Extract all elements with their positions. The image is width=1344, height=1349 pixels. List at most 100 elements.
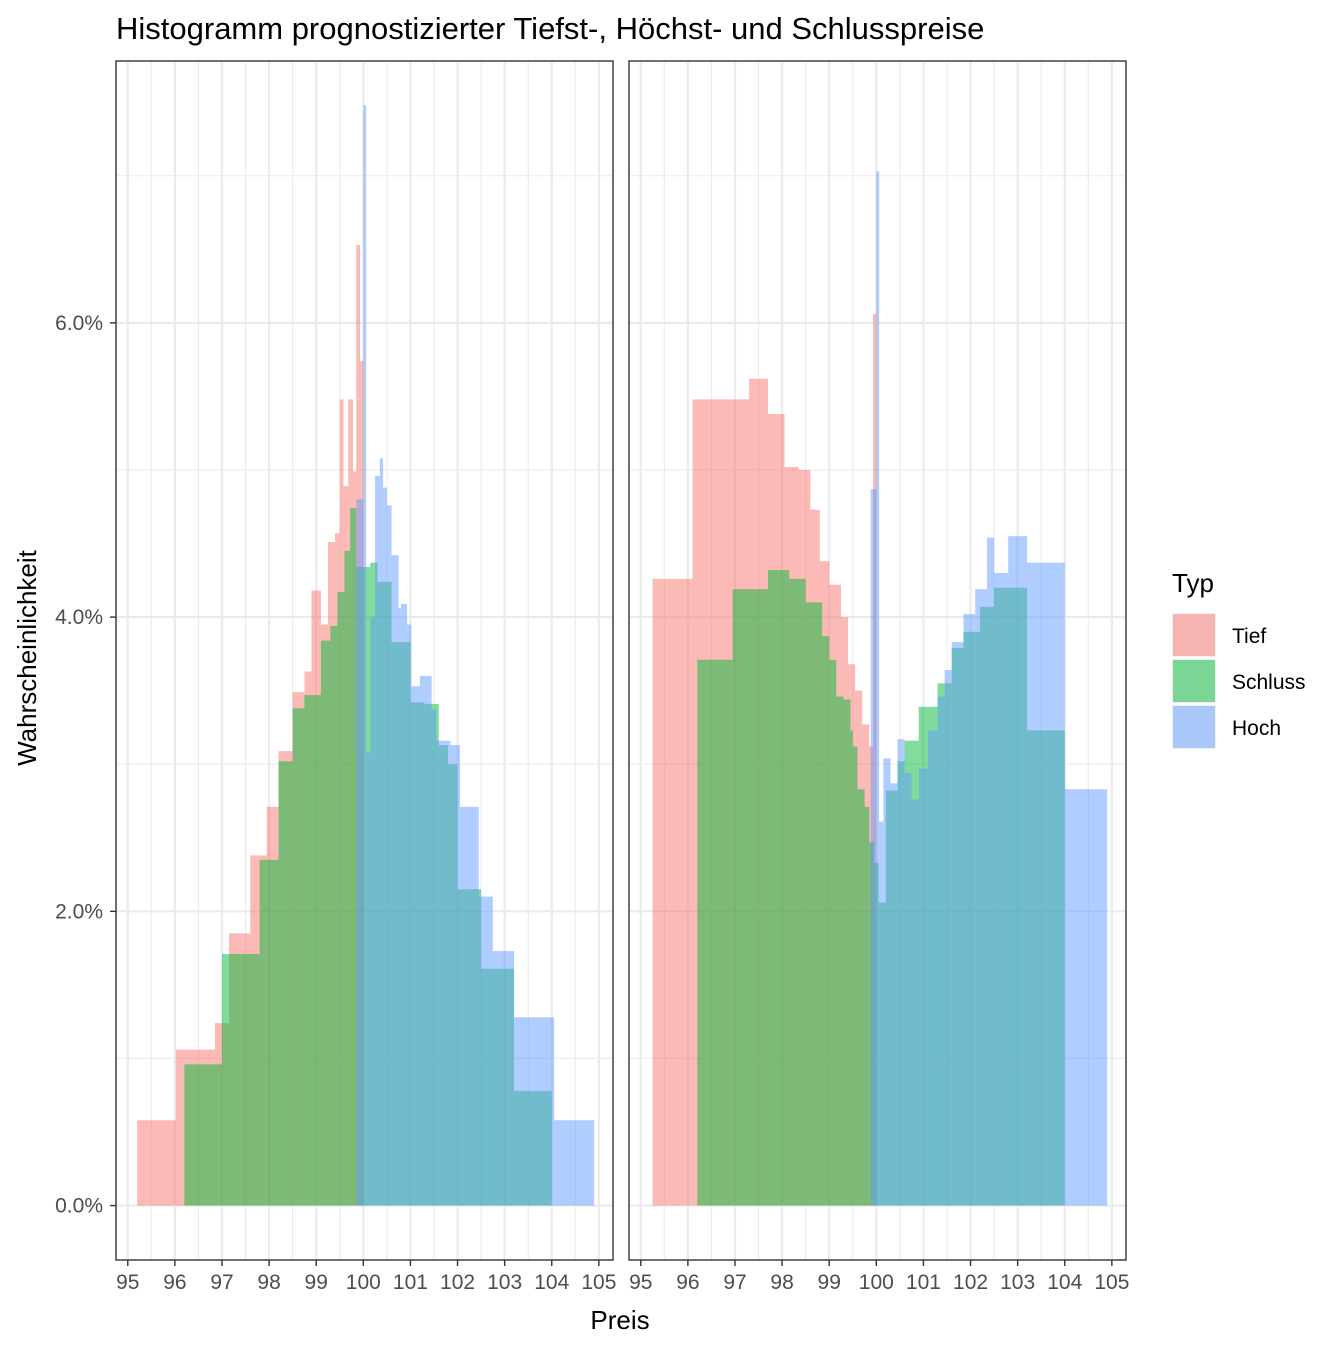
bar-schluss — [822, 636, 830, 1206]
x-tick-label: 95 — [629, 1271, 652, 1294]
x-tick-label: 104 — [1047, 1271, 1082, 1294]
bar-hoch — [370, 617, 376, 1206]
bar-hoch — [879, 821, 884, 1206]
bar-hoch — [398, 608, 402, 1206]
bar-schluss — [221, 953, 241, 1206]
bar-hoch — [419, 675, 432, 1206]
y-tick-label: 2.0% — [55, 900, 103, 923]
bar-tief — [137, 1120, 176, 1206]
bar-schluss — [732, 589, 768, 1206]
bar-hoch — [514, 1017, 555, 1206]
x-tick-label: 96 — [676, 1271, 699, 1294]
bar-schluss — [304, 695, 321, 1206]
bar-hoch — [554, 1120, 595, 1206]
x-tick-label: 100 — [859, 1271, 894, 1294]
bar-hoch — [963, 614, 976, 1206]
bar-hoch — [928, 730, 938, 1206]
x-tick-label: 96 — [163, 1271, 186, 1294]
x-tick-label: 103 — [1000, 1271, 1035, 1294]
bar-hoch — [383, 487, 387, 1206]
bar-schluss — [805, 602, 823, 1206]
bar-schluss — [337, 592, 345, 1206]
legend-swatch — [1173, 660, 1215, 702]
bar-schluss — [320, 640, 331, 1206]
legend-title: Typ — [1172, 568, 1214, 598]
bar-hoch — [391, 555, 399, 1206]
y-tick-label: 6.0% — [55, 312, 103, 335]
panel-border — [628, 60, 1127, 1261]
bar-hoch — [366, 752, 371, 1206]
bar-hoch — [1064, 789, 1108, 1206]
bar-hoch — [918, 768, 929, 1206]
bar-hoch — [492, 951, 515, 1206]
chart-title: Histogramm prognostizierter Tiefst-, Höc… — [116, 11, 984, 46]
bar-hoch — [386, 505, 392, 1206]
legend-label: Schluss — [1232, 671, 1306, 694]
legend-label: Tief — [1232, 625, 1266, 648]
y-tick-label: 4.0% — [55, 606, 103, 629]
bar-schluss — [852, 746, 858, 1206]
bar-schluss — [330, 625, 338, 1206]
x-axis-left: 95 96 97 98 99 100 101 102 103 104 105 — [116, 1260, 616, 1294]
panel-border — [115, 60, 614, 1261]
bar-hoch — [450, 745, 460, 1206]
bar-hoch — [379, 458, 384, 1206]
x-axis-label: Preis — [590, 1305, 649, 1335]
legend-entries: Tief Schluss Hoch — [1172, 613, 1306, 749]
legend: Typ Tief Schluss Hoch — [1172, 568, 1306, 749]
bar-schluss — [184, 1064, 222, 1206]
bar-hoch — [975, 589, 988, 1206]
bar-schluss — [259, 859, 279, 1206]
panel-left — [115, 60, 614, 1261]
bar-schluss — [292, 708, 305, 1206]
bar-hoch — [436, 740, 451, 1206]
bar-schluss — [240, 953, 260, 1206]
bar-schluss — [843, 699, 851, 1206]
bar-hoch — [870, 489, 877, 1206]
x-tick-label: 101 — [393, 1271, 428, 1294]
bar-hoch — [431, 709, 437, 1206]
bar-hoch — [1027, 562, 1065, 1206]
bar-schluss — [350, 508, 357, 1206]
bar-hoch — [363, 105, 367, 1206]
x-tick-label: 105 — [1094, 1271, 1129, 1294]
x-tick-label: 105 — [581, 1271, 616, 1294]
y-axis: 0.0% 2.0% 4.0% 6.0% — [55, 312, 116, 1218]
bar-hoch — [994, 572, 1009, 1206]
legend-swatch — [1173, 614, 1215, 656]
bar-hoch — [897, 739, 905, 1206]
bar-hoch — [937, 696, 945, 1206]
bar-schluss — [836, 696, 844, 1206]
bar-schluss — [344, 550, 351, 1206]
bar-hoch — [951, 642, 964, 1206]
legend-entry-tief: Tief — [1172, 613, 1266, 657]
bar-hoch — [904, 773, 912, 1206]
bar-schluss — [767, 570, 790, 1206]
x-tick-label: 99 — [818, 1271, 841, 1294]
x-tick-label: 98 — [770, 1271, 793, 1294]
bar-schluss — [789, 578, 806, 1206]
x-tick-label: 102 — [953, 1271, 988, 1294]
x-tick-label: 98 — [257, 1271, 280, 1294]
bar-schluss — [850, 730, 853, 1206]
x-tick-label: 99 — [305, 1271, 328, 1294]
x-tick-label: 101 — [906, 1271, 941, 1294]
bar-hoch — [911, 799, 919, 1206]
bar-hoch — [478, 896, 493, 1206]
bar-hoch — [1008, 536, 1028, 1206]
bar-hoch — [407, 624, 412, 1206]
bar-hoch — [411, 686, 420, 1206]
legend-swatch — [1173, 706, 1215, 748]
bar-hoch — [375, 475, 380, 1206]
bar-schluss — [829, 659, 837, 1206]
bar-tief — [652, 578, 693, 1206]
bar-schluss — [857, 789, 865, 1206]
legend-entry-schluss: Schluss — [1172, 659, 1306, 703]
bar-hoch — [356, 499, 364, 1206]
legend-entry-hoch: Hoch — [1172, 705, 1281, 749]
series-hoch — [870, 171, 1108, 1206]
series-hoch — [356, 105, 595, 1206]
legend-label: Hoch — [1232, 717, 1281, 740]
